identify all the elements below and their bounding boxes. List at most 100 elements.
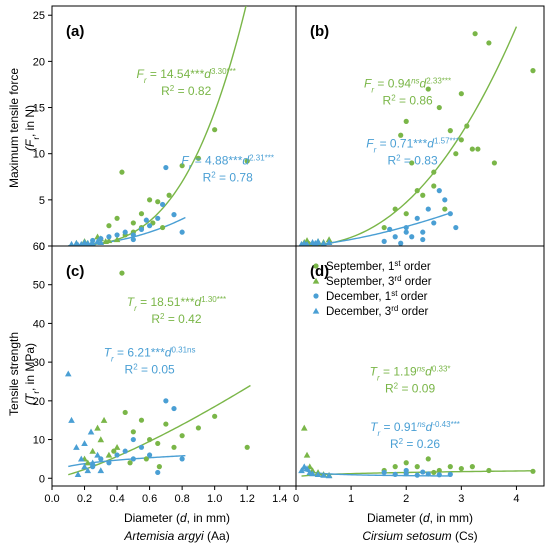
point-green-circle bbox=[130, 220, 136, 226]
point-green-circle bbox=[163, 421, 169, 427]
fit-r-squared: R2 = 0.42 bbox=[151, 312, 201, 327]
point-blue-circle bbox=[122, 448, 128, 454]
fit-equation: Fr = 0.94nsd2.33*** bbox=[364, 76, 451, 94]
point-blue-circle bbox=[387, 226, 393, 232]
point-blue-triangle bbox=[73, 443, 80, 450]
legend-label: September, 1st order bbox=[326, 259, 431, 274]
y-tick-label: 15 bbox=[33, 103, 45, 115]
point-blue-triangle bbox=[304, 240, 310, 246]
point-green-circle bbox=[156, 464, 162, 470]
point-blue-circle bbox=[403, 224, 409, 231]
y-tick-label: 10 bbox=[33, 149, 45, 161]
point-blue-circle bbox=[130, 456, 136, 462]
fit-equation: Tr = 6.21***d0.31ns bbox=[104, 345, 196, 363]
y-tick-label: 0 bbox=[39, 241, 45, 253]
point-blue-circle bbox=[453, 224, 459, 231]
fit-r-squared: R2 = 0.09 bbox=[385, 381, 435, 396]
point-green-circle bbox=[122, 409, 128, 416]
point-blue-circle bbox=[425, 471, 431, 477]
fit-curve-blue bbox=[301, 212, 451, 246]
point-green-circle bbox=[403, 211, 409, 217]
point-blue-circle bbox=[98, 236, 104, 242]
point-green-triangle bbox=[94, 424, 101, 431]
plot-area bbox=[298, 424, 536, 479]
point-green-circle bbox=[381, 224, 387, 231]
point-green-circle bbox=[155, 440, 161, 447]
y-tick-label: 5 bbox=[39, 195, 45, 207]
y-axis-title-top-line1: Maximum tensile force bbox=[7, 68, 21, 188]
y-tick-label: 20 bbox=[33, 396, 45, 408]
point-green-circle bbox=[458, 91, 464, 97]
point-green-circle bbox=[425, 86, 431, 92]
point-blue-triangle bbox=[303, 465, 311, 472]
point-blue-circle bbox=[179, 456, 185, 462]
point-blue-circle bbox=[160, 201, 166, 208]
point-blue-circle bbox=[414, 472, 420, 478]
x-tick-label: 1.2 bbox=[240, 493, 255, 505]
fit-curve-green bbox=[68, 384, 251, 476]
point-green-circle bbox=[486, 40, 492, 46]
point-blue-circle bbox=[436, 188, 442, 194]
panel-frame bbox=[295, 245, 545, 487]
fit-r-squared: R2 = 0.05 bbox=[125, 362, 175, 377]
fit-r-squared: R2 = 0.86 bbox=[383, 93, 433, 108]
fit-equation: Tr = 18.51***d1.30*** bbox=[127, 295, 226, 313]
point-blue-triangle bbox=[84, 467, 92, 474]
point-blue-circle bbox=[179, 229, 185, 235]
point-blue-circle bbox=[163, 398, 169, 404]
panel-frame bbox=[51, 5, 297, 247]
point-blue-triangle bbox=[309, 470, 316, 477]
point-green-circle bbox=[119, 169, 125, 175]
point-green-circle bbox=[403, 460, 409, 466]
y-tick-label: 50 bbox=[33, 280, 45, 292]
legend-marker bbox=[313, 293, 319, 299]
x-tick-label: 0 bbox=[293, 493, 299, 505]
x-tick-label: 2 bbox=[403, 493, 409, 505]
point-green-circle bbox=[398, 132, 404, 138]
legend-marker bbox=[313, 263, 319, 269]
point-green-circle bbox=[431, 169, 437, 175]
legend-marker bbox=[312, 277, 320, 284]
point-green-circle bbox=[403, 118, 409, 124]
point-green-circle bbox=[195, 425, 201, 431]
point-blue-circle bbox=[420, 236, 426, 243]
x-tick-label: 4 bbox=[513, 493, 519, 505]
point-green-circle bbox=[212, 127, 218, 133]
point-blue-circle bbox=[447, 471, 453, 477]
point-blue-circle bbox=[163, 164, 169, 171]
point-blue-circle bbox=[398, 240, 404, 246]
fit-curve-green bbox=[68, 6, 247, 246]
point-blue-circle bbox=[106, 234, 112, 240]
fit-equation: Fr = 14.54***d3.30*** bbox=[137, 67, 236, 85]
point-green-circle bbox=[130, 429, 136, 435]
fit-r-squared: R2 = 0.26 bbox=[390, 436, 440, 451]
point-blue-triangle bbox=[314, 238, 322, 245]
point-green-circle bbox=[147, 197, 153, 203]
point-green-circle bbox=[530, 68, 536, 74]
point-green-circle bbox=[138, 417, 145, 423]
x-tick-label: 0.8 bbox=[174, 493, 189, 505]
y-tick-label: 40 bbox=[33, 318, 45, 330]
point-green-circle bbox=[160, 224, 166, 231]
fit-r-squared: R2 = 0.82 bbox=[161, 84, 211, 99]
point-blue-circle bbox=[114, 452, 120, 458]
point-blue-circle bbox=[130, 232, 136, 238]
panel-label: (c) bbox=[66, 263, 84, 280]
panel-c: 0 10 20 30 40 50 60 0.0 0.2 0.4 0.6 0.8 1.0 1.2 1.4 (c)… bbox=[33, 241, 297, 505]
point-blue-triangle bbox=[97, 467, 105, 474]
point-green-circle bbox=[436, 104, 442, 111]
point-blue-triangle bbox=[77, 455, 85, 462]
y-tick-label: 60 bbox=[33, 241, 45, 253]
x-axis-title-left: Diameter (d, in mm) bbox=[124, 511, 230, 525]
x-tick-label: 1.4 bbox=[272, 493, 287, 505]
point-blue-circle bbox=[147, 452, 153, 458]
point-green-circle bbox=[491, 160, 497, 166]
point-green-circle bbox=[127, 460, 133, 466]
panel-label: (a) bbox=[66, 23, 84, 40]
point-blue-circle bbox=[420, 229, 426, 235]
point-blue-circle bbox=[155, 469, 161, 476]
point-green-circle bbox=[409, 160, 415, 166]
point-blue-circle bbox=[403, 229, 409, 235]
y-axis-title-bottom-line2: (Tr, in MPa) bbox=[23, 343, 41, 405]
